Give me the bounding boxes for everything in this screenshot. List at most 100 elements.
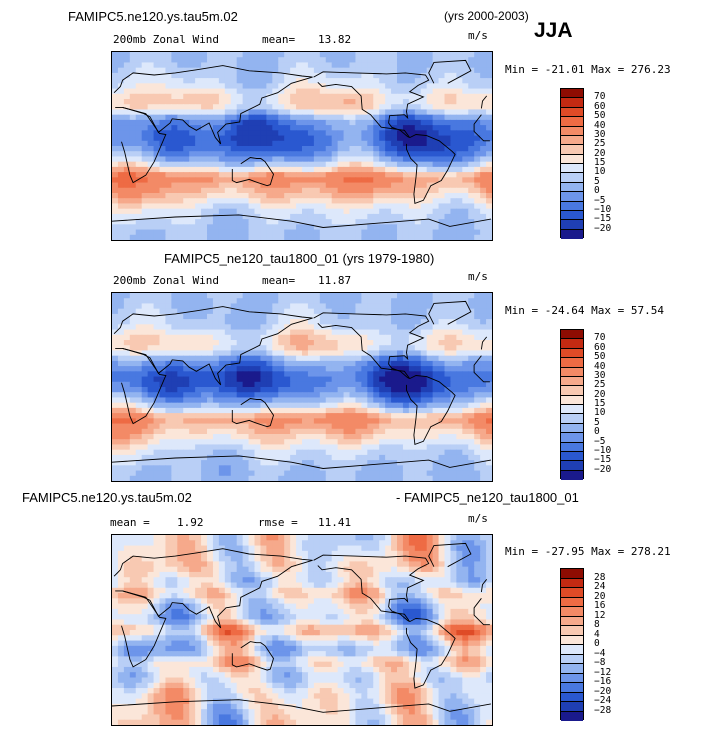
field-cell xyxy=(129,556,137,562)
field-cell xyxy=(177,229,184,236)
field-cell xyxy=(230,319,238,325)
field-cell xyxy=(189,428,196,435)
field-cell xyxy=(296,224,303,231)
field-cell xyxy=(201,104,208,111)
field-cell xyxy=(248,535,256,541)
field-cell xyxy=(290,99,297,105)
field-cell xyxy=(201,454,208,461)
field-cell xyxy=(242,402,250,409)
field-cell xyxy=(278,319,285,325)
field-cell xyxy=(408,146,416,152)
field-cell xyxy=(195,57,202,64)
field-cell xyxy=(218,413,226,419)
field-cell xyxy=(254,88,262,95)
field-cell xyxy=(391,413,398,419)
field-cell xyxy=(171,67,178,74)
field-cell xyxy=(319,193,327,199)
field-cell xyxy=(355,104,362,111)
field-cell xyxy=(438,83,446,90)
field-cell xyxy=(171,166,178,173)
field-cell xyxy=(373,439,380,446)
field-cell xyxy=(159,376,167,383)
field-cell xyxy=(379,146,386,152)
field-cell xyxy=(290,109,297,116)
field-cell xyxy=(123,78,131,84)
field-cell xyxy=(224,550,232,557)
field-cell xyxy=(474,177,481,184)
field-cell xyxy=(462,308,469,315)
colorbar-swatch xyxy=(561,145,583,155)
field-cell xyxy=(201,172,208,178)
field-cell xyxy=(212,308,220,315)
field-cell xyxy=(224,99,232,105)
field-cell xyxy=(153,203,161,210)
field-cell xyxy=(159,83,167,90)
field-cell xyxy=(189,407,196,414)
field-cell xyxy=(307,418,315,425)
field-cell xyxy=(153,387,161,393)
field-cell xyxy=(397,193,404,199)
field-cell xyxy=(183,125,190,131)
field-cell xyxy=(319,350,327,357)
field-cell xyxy=(373,402,380,409)
field-cell xyxy=(218,67,226,74)
field-cell xyxy=(474,125,481,131)
field-cell xyxy=(123,550,131,557)
field-cell xyxy=(432,298,440,305)
field-cell xyxy=(313,99,321,105)
field-cell xyxy=(302,439,309,446)
field-cell xyxy=(207,540,214,547)
field-cell xyxy=(290,329,297,336)
field-cell xyxy=(426,449,434,456)
field-cell xyxy=(177,470,184,477)
field-cell xyxy=(331,198,339,205)
field-cell xyxy=(486,187,492,194)
field-cell xyxy=(260,418,267,425)
field-cell xyxy=(331,366,339,372)
field-cell xyxy=(278,172,285,178)
field-cell xyxy=(444,329,452,336)
field-cell xyxy=(242,355,250,362)
field-cell xyxy=(218,130,226,137)
field-cell xyxy=(426,303,434,310)
field-cell xyxy=(153,172,161,178)
field-cell xyxy=(331,293,339,299)
field-cell xyxy=(266,161,273,168)
field-cell xyxy=(183,475,190,481)
field-cell xyxy=(450,57,457,64)
field-cell xyxy=(480,135,487,142)
field-cell xyxy=(325,350,333,357)
field-cell xyxy=(373,345,380,352)
field-cell xyxy=(177,449,184,456)
field-cell xyxy=(379,350,386,357)
field-cell xyxy=(307,62,315,69)
field-cell xyxy=(444,428,452,435)
field-cell xyxy=(456,340,463,346)
field-cell xyxy=(313,140,321,147)
field-cell xyxy=(361,340,368,346)
field-cell xyxy=(212,313,220,320)
field-cell xyxy=(486,392,492,399)
field-cell xyxy=(444,140,452,147)
field-cell xyxy=(254,345,262,352)
field-cell xyxy=(230,444,238,451)
field-cell xyxy=(177,78,184,84)
field-cell xyxy=(290,193,297,199)
field-cell xyxy=(391,93,398,100)
field-cell xyxy=(426,146,434,152)
field-cell xyxy=(438,187,446,194)
field-cell xyxy=(355,345,362,352)
field-cell xyxy=(319,371,327,378)
field-cell xyxy=(462,187,469,194)
field-cell xyxy=(147,402,155,409)
field-cell xyxy=(266,407,273,414)
field-cell xyxy=(331,334,339,341)
field-cell xyxy=(165,234,172,240)
field-cell xyxy=(397,413,404,419)
field-cell xyxy=(349,428,357,435)
field-cell xyxy=(391,334,398,341)
field-cell xyxy=(486,376,492,383)
field-cell xyxy=(414,57,422,64)
field-cell xyxy=(379,387,386,393)
field-cell xyxy=(432,371,440,378)
